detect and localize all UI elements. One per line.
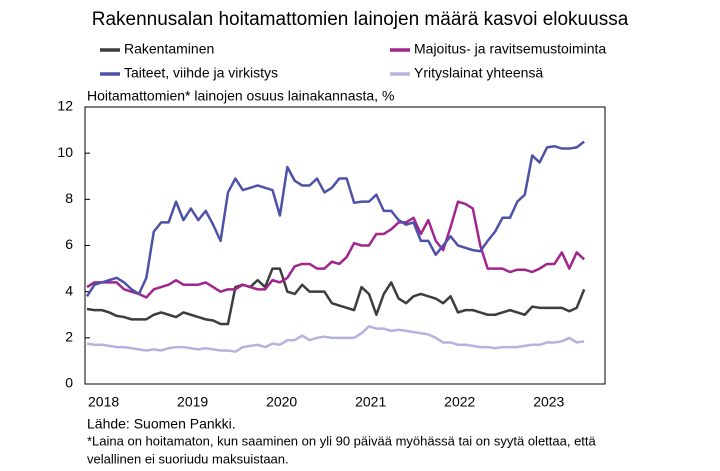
x-tick-label: 2022	[444, 394, 475, 410]
source: Lähde: Suomen Pankki.	[87, 416, 236, 432]
y-tick-label: 6	[65, 236, 73, 252]
x-tick-label: 2023	[533, 394, 564, 410]
y-axis-label: Hoitamattomien* lainojen osuus lainakann…	[87, 88, 394, 104]
y-tick-label: 2	[65, 329, 73, 345]
x-tick-label: 2019	[177, 394, 208, 410]
y-tick-label: 12	[57, 98, 73, 114]
series-line	[86, 267, 586, 326]
legend-label: Rakentaminen	[124, 41, 214, 57]
note: velallinen ei suoriudu maksuistaan.	[87, 451, 289, 466]
y-tick-label: 8	[65, 190, 73, 206]
plot-frame	[84, 106, 606, 385]
y-tick-label: 4	[65, 282, 73, 298]
y-tick-label: 10	[57, 144, 73, 160]
x-tick-label: 2018	[88, 394, 119, 410]
note: *Laina on hoitamaton, kun saaminen on yl…	[87, 433, 597, 448]
y-tick-label: 0	[65, 375, 73, 391]
series-line	[86, 200, 585, 299]
x-tick-label: 2020	[266, 394, 297, 410]
series-line	[86, 325, 585, 353]
x-tick-label: 2021	[355, 394, 386, 410]
chart-title: Rakennusalan hoitamattomien lainojen mää…	[92, 9, 629, 30]
series-line	[85, 140, 585, 297]
legend-label: Taiteet, viihde ja virkistys	[124, 65, 278, 81]
legend-label: Yrityslainat yhteensä	[414, 65, 543, 81]
legend-label: Majoitus- ja ravitsemustoiminta	[414, 41, 606, 57]
